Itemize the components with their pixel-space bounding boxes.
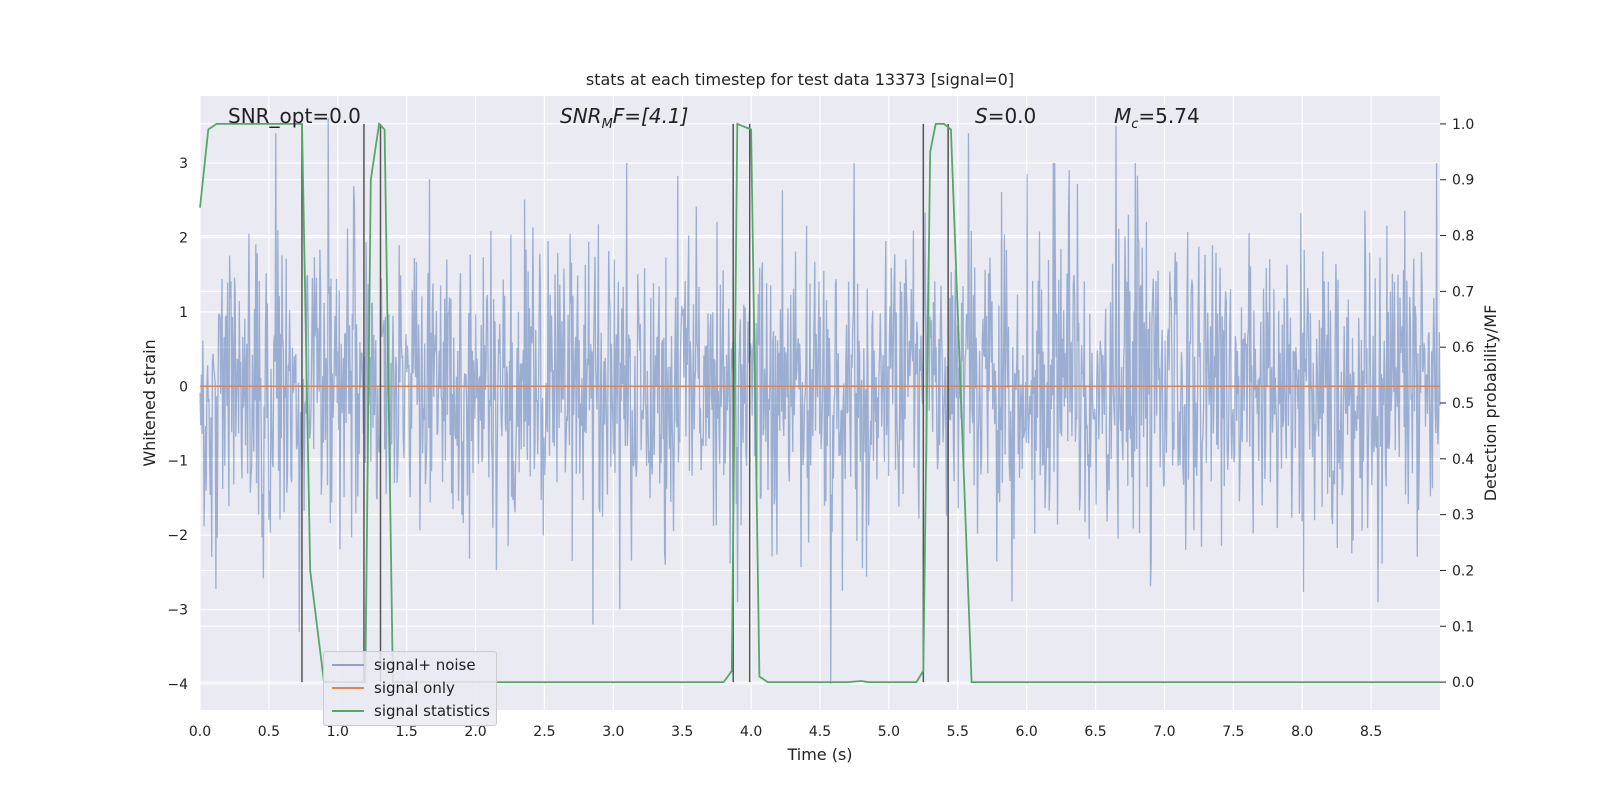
legend-label-signal-only: signal only — [374, 679, 455, 697]
x-axis-ticks: 0.0 0.5 1.0 1.5 2.0 2.5 3.0 3.5 4.0 4.5 5.0 5.5 6.0 6… — [189, 724, 1382, 740]
x-tick-label: 0.0 — [189, 724, 211, 740]
legend-item-signal-only: signal only — [324, 677, 455, 699]
annotation-s: S=0.0 — [975, 104, 1036, 128]
y2-axis-label: Detection probability/MF — [1481, 305, 1500, 502]
annotation-s-label: S — [975, 104, 988, 128]
x-tick-label: 2.0 — [464, 724, 486, 740]
y2-tick-label: 0.5 — [1452, 396, 1474, 412]
y-tick-label: −2 — [167, 528, 188, 544]
y-tick-label: 0 — [179, 379, 188, 395]
y2-tick-label: 0.4 — [1452, 452, 1474, 468]
legend-swatch-signal-noise — [332, 664, 364, 666]
annotation-s-value: =0.0 — [987, 104, 1037, 128]
x-tick-label: 7.0 — [1153, 724, 1175, 740]
annotation-snr-opt-text: SNR_opt=0.0 — [228, 104, 361, 128]
y2-tick-label: 0.8 — [1452, 229, 1474, 245]
legend-label-signal-statistics: signal statistics — [374, 702, 491, 720]
y2-tick-label: 1.0 — [1452, 117, 1474, 133]
annotation-snr-opt: SNR_opt=0.0 — [228, 104, 361, 128]
x-tick-label: 5.0 — [878, 724, 900, 740]
y-tick-label: 1 — [179, 305, 188, 321]
x-tick-label: 3.0 — [602, 724, 624, 740]
legend-swatch-signal-statistics — [332, 710, 364, 712]
x-axis-label: Time (s) — [786, 745, 852, 764]
x-tick-label: 6.0 — [1016, 724, 1038, 740]
series-signal-statistics — [199, 121, 1440, 683]
x-tick-label: 3.5 — [671, 724, 693, 740]
y-tick-label: −3 — [167, 603, 188, 619]
y-axis-label: Whitened strain — [140, 339, 159, 466]
x-tick-label: 8.0 — [1291, 724, 1313, 740]
x-tick-label: 4.0 — [740, 724, 762, 740]
annotation-snr-mf-f: F=[4.1] — [612, 104, 689, 128]
series-signal-noise — [199, 118, 1441, 685]
y2-tick-label: 0.6 — [1452, 340, 1474, 356]
legend-item-signal-noise: signal+ noise — [324, 654, 476, 676]
x-tick-label: 6.5 — [1084, 724, 1106, 740]
annotation-snr-mf: SNRMF=[4.1] — [560, 104, 688, 132]
y2-tick-label: 0.3 — [1452, 508, 1474, 524]
y2-tick-label: 0.9 — [1452, 173, 1474, 189]
y2-axis-ticks: 0.0 0.1 0.2 0.3 0.4 0.5 0.6 0.7 0.8 0.9 1.0 — [1440, 117, 1474, 691]
x-tick-label: 5.5 — [947, 724, 969, 740]
x-tick-label: 1.5 — [396, 724, 418, 740]
x-tick-label: 8.5 — [1360, 724, 1382, 740]
x-tick-label: 2.5 — [533, 724, 555, 740]
signal-noise-line — [199, 118, 1441, 685]
y2-tick-label: 0.1 — [1452, 619, 1474, 635]
x-tick-label: 1.0 — [327, 724, 349, 740]
annotation-snr-mf-label: SNR — [560, 104, 602, 128]
legend-item-signal-statistics: signal statistics — [324, 700, 490, 722]
annotation-mc-label: M — [1114, 104, 1132, 128]
x-tick-label: 4.5 — [809, 724, 831, 740]
annotation-snr-mf-sub: M — [601, 117, 613, 132]
annotation-mc-sub: c — [1131, 117, 1139, 132]
annotation-mc: Mc=5.74 — [1114, 104, 1200, 132]
annotation-mc-value: =5.74 — [1138, 104, 1200, 128]
y-tick-label: 3 — [179, 156, 188, 172]
y2-tick-label: 0.2 — [1452, 563, 1474, 579]
chart-title: stats at each timestep for test data 133… — [585, 70, 1015, 89]
y-tick-label: −4 — [167, 677, 188, 693]
legend-label-signal-noise: signal+ noise — [374, 656, 476, 674]
y-axis-ticks: −4 −3 −2 −1 0 1 2 3 — [167, 156, 188, 693]
legend: signal+ noise signal only signal statist… — [323, 651, 497, 726]
signal-statistics-line — [199, 121, 1440, 683]
x-tick-label: 7.5 — [1222, 724, 1244, 740]
legend-swatch-signal-only — [332, 687, 364, 689]
y-tick-label: −1 — [167, 454, 188, 470]
y-tick-label: 2 — [179, 230, 188, 246]
x-tick-label: 0.5 — [258, 724, 280, 740]
y2-tick-label: 0.0 — [1452, 675, 1474, 691]
y2-tick-label: 0.7 — [1452, 284, 1474, 300]
